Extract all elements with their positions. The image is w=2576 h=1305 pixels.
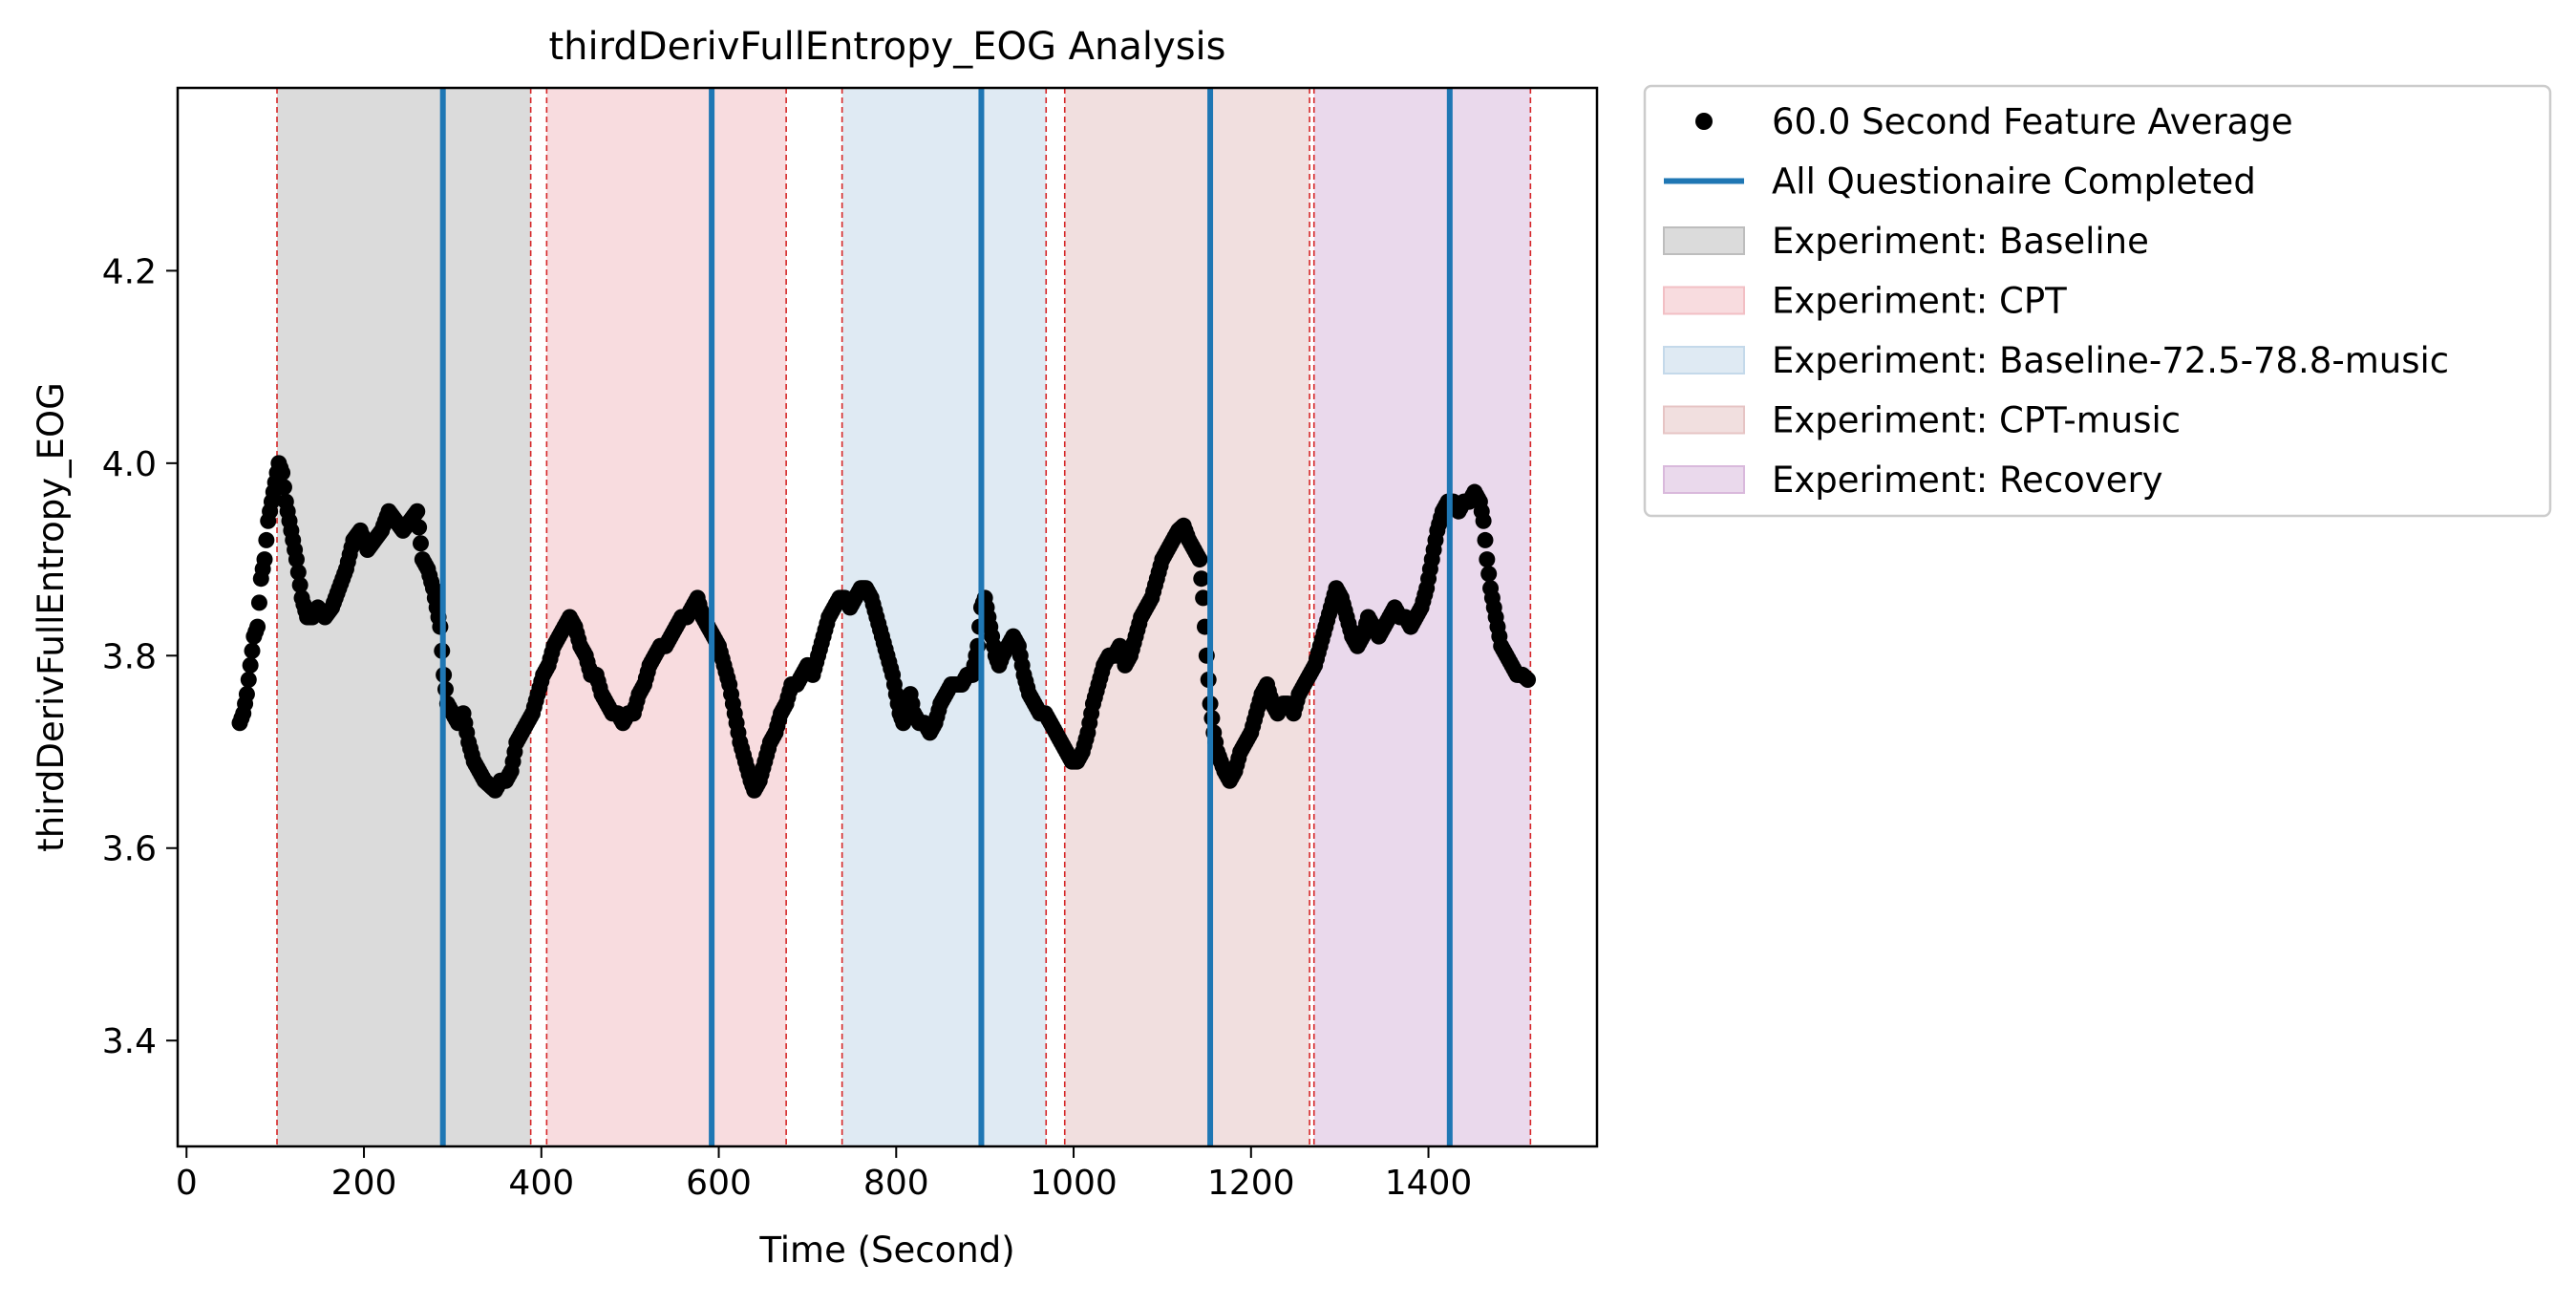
data-point	[1475, 512, 1492, 529]
y-axis-label: thirdDerivFullEntropy_EOG	[31, 382, 72, 852]
legend-label: Experiment: Baseline-72.5-78.8-music	[1772, 340, 2449, 381]
data-point	[274, 464, 291, 481]
x-tick-label: 600	[686, 1164, 752, 1203]
legend-marker-icon	[1695, 113, 1713, 130]
data-point	[1479, 551, 1496, 568]
y-tick-label: 3.6	[102, 830, 157, 869]
legend-label: Experiment: Baseline	[1772, 221, 2149, 262]
data-point	[409, 503, 426, 520]
data-point	[275, 479, 292, 496]
data-point	[1520, 671, 1537, 688]
x-axis-label: Time (Second)	[758, 1230, 1014, 1271]
x-tick-label: 1200	[1207, 1164, 1295, 1203]
legend-label: Experiment: CPT	[1772, 281, 2067, 322]
y-tick-label: 4.0	[102, 445, 157, 484]
data-point	[289, 564, 307, 581]
legend-patch-icon	[1663, 346, 1745, 374]
data-point	[412, 535, 429, 552]
legend-label: Experiment: Recovery	[1772, 460, 2163, 501]
data-point	[256, 551, 273, 568]
data-point	[240, 671, 257, 688]
region-3	[1064, 88, 1310, 1146]
data-point	[411, 519, 428, 536]
data-point	[1193, 570, 1210, 588]
data-point	[244, 642, 261, 659]
x-tick-label: 800	[863, 1164, 929, 1203]
legend-items: 60.0 Second Feature Average All Questiona…	[1663, 101, 2449, 501]
x-tick-label: 0	[176, 1164, 198, 1203]
data-point	[250, 594, 267, 611]
y-axis-ticks: 3.4 3.6 3.8 4.0 4.2	[102, 252, 178, 1061]
legend-frame	[1643, 84, 2552, 518]
legend: 60.0 Second Feature Average All Questiona…	[1643, 84, 2552, 518]
x-tick-label: 200	[331, 1164, 397, 1203]
data-point	[1191, 551, 1208, 568]
chart-title: thirdDerivFullEntropy_EOG Analysis	[548, 25, 1225, 69]
y-tick-label: 3.4	[102, 1022, 157, 1061]
legend-label: 60.0 Second Feature Average	[1772, 101, 2293, 142]
data-point	[287, 551, 305, 568]
data-point	[238, 686, 255, 703]
legend-patch-icon	[1663, 465, 1745, 494]
data-point	[1195, 589, 1212, 607]
y-tick-label: 4.2	[102, 252, 157, 291]
data-point	[291, 576, 309, 593]
x-tick-label: 1400	[1385, 1164, 1473, 1203]
data-point	[1480, 566, 1498, 583]
x-axis-ticks: 0 200 400 600 800 1000 1200 1400	[176, 1146, 1473, 1203]
plot-area	[231, 88, 1537, 1146]
legend-patch-icon	[1663, 405, 1745, 435]
x-tick-label: 1000	[1030, 1164, 1118, 1203]
data-point	[242, 656, 259, 674]
y-tick-label: 3.8	[102, 637, 157, 676]
legend-patch-icon	[1663, 226, 1745, 255]
legend-patch-icon	[1663, 286, 1745, 315]
x-tick-label: 400	[508, 1164, 574, 1203]
legend-label: All Questionaire Completed	[1772, 161, 2256, 203]
data-point	[258, 531, 275, 548]
data-point	[249, 618, 266, 635]
plot-frame	[176, 86, 1599, 1148]
legend-label: Experiment: CPT-music	[1772, 400, 2181, 441]
data-point	[1477, 531, 1494, 548]
region-1	[546, 88, 787, 1146]
